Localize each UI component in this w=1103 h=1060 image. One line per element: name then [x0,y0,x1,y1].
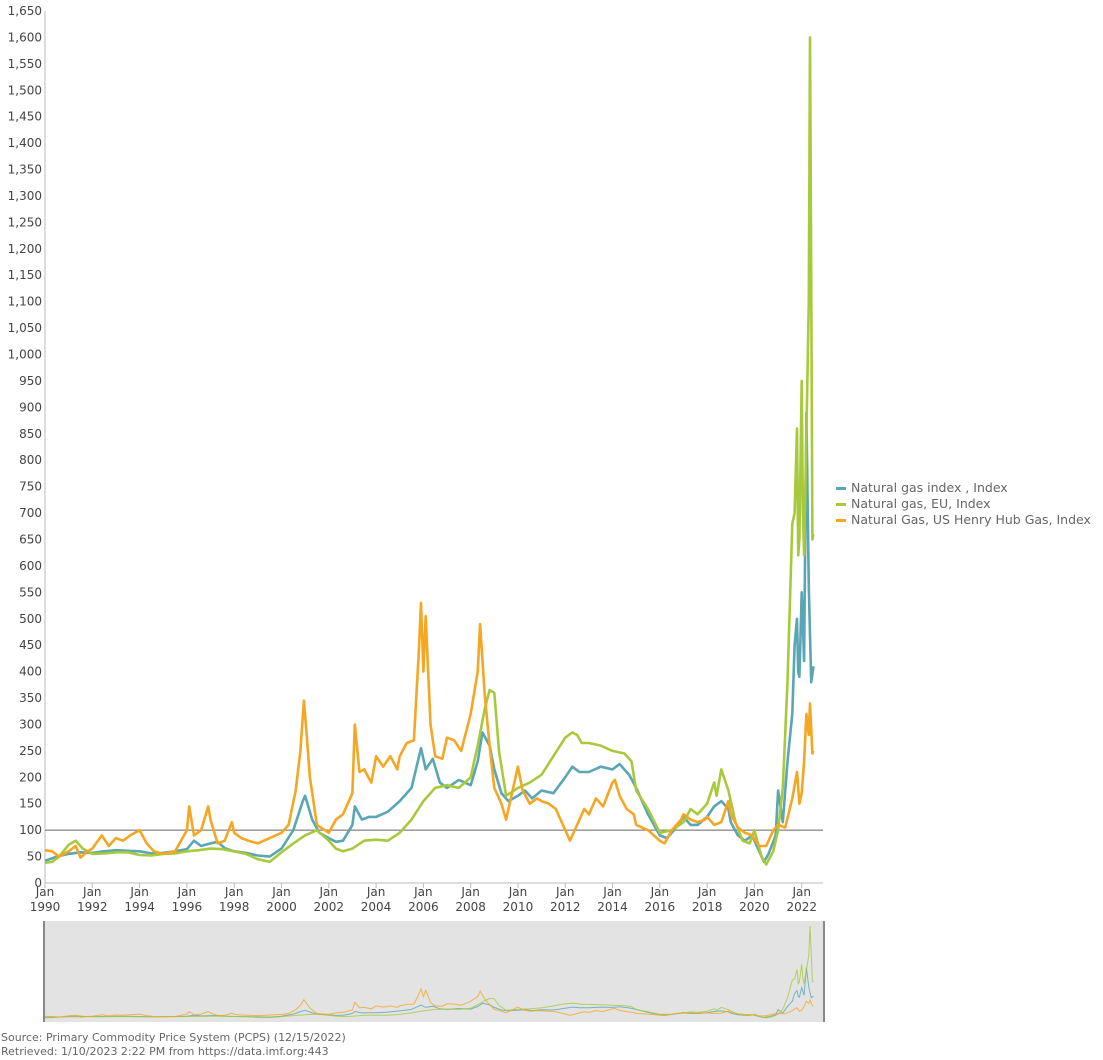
y-tick-label: 50 [27,850,42,864]
y-tick-label: 1,050 [8,321,42,335]
x-tick-label-month: Jan [82,885,102,899]
legend-label-natural-gas-us-henry-hub: Natural Gas, US Henry Hub Gas, Index [851,512,1091,527]
x-tick-label-month: Jan [460,885,480,899]
range-handle-right[interactable] [823,921,825,1022]
series-line-1[interactable] [44,36,815,866]
x-tick-label-year: 1996 [172,900,203,914]
y-tick-label: 650 [19,532,42,546]
y-tick-label: 150 [19,797,42,811]
y-tick-label: 1,200 [8,242,42,256]
y-tick-label: 1,400 [8,136,42,150]
range-handle-left[interactable] [43,921,45,1022]
y-tick-label: 100 [19,823,42,837]
x-tick-label-year: 2016 [645,900,676,914]
legend-swatch-natural-gas-eu [836,503,846,506]
x-tick-label-year: 2010 [503,900,534,914]
x-tick-label-year: 2012 [550,900,581,914]
x-tick-label-year: 1998 [219,900,250,914]
y-tick-label: 1,600 [8,30,42,44]
y-tick-label: 1,450 [8,110,42,124]
y-tick-label: 1,350 [8,163,42,177]
legend-item-natural-gas-eu[interactable]: Natural gas, EU, Index [836,497,1096,511]
y-tick-label: 900 [19,400,42,414]
y-tick-label: 400 [19,665,42,679]
x-tick-label-month: Jan [129,885,149,899]
source-line: Source: Primary Commodity Price System (… [1,1031,346,1044]
legend-swatch-natural-gas-us-henry-hub [836,519,846,522]
y-tick-label: 1,250 [8,215,42,229]
legend-label-natural-gas-index: Natural gas index , Index [851,480,1008,495]
x-tick-label-month: Jan [177,885,197,899]
natural-gas-price-chart: 0 50 100 150 200 250 300 350 400 450 500 550 600 650 7… [8,4,825,1022]
y-tick-label: 850 [19,427,42,441]
y-tick-label: 1,000 [8,348,42,362]
legend-label-natural-gas-eu: Natural gas, EU, Index [851,496,991,511]
y-tick-label: 700 [19,506,42,520]
y-tick-label: 550 [19,585,42,599]
legend-item-natural-gas-us-henry-hub[interactable]: Natural Gas, US Henry Hub Gas, Index [836,513,1096,527]
retrieved-line: Retrieved: 1/10/2023 2:22 PM from https:… [1,1045,329,1058]
x-tick-label-year: 2022 [786,900,817,914]
legend-item-natural-gas-index[interactable]: Natural gas index , Index [836,481,1096,495]
x-tick-label-month: Jan [271,885,291,899]
y-tick-label: 950 [19,374,42,388]
x-tick-label-month: Jan [319,885,339,899]
y-tick-label: 1,100 [8,295,42,309]
x-tick-label-year: 1992 [77,900,108,914]
x-tick-label-year: 2006 [408,900,439,914]
x-tick-label-month: Jan [35,885,55,899]
x-tick-label-month: Jan [413,885,433,899]
x-tick-label-year: 2008 [455,900,486,914]
series-line-2[interactable] [44,601,815,859]
x-tick-label-month: Jan [508,885,528,899]
x-tick-label-month: Jan [650,885,670,899]
series-line-0[interactable] [44,411,815,864]
y-tick-label: 0 [34,876,42,890]
x-tick-label-year: 2014 [597,900,628,914]
y-tick-label: 450 [19,638,42,652]
x-tick-label-month: Jan [555,885,575,899]
y-tick-label: 600 [19,559,42,573]
x-tick-label-year: 2000 [266,900,297,914]
x-tick-label-month: Jan [697,885,717,899]
x-tick-label-month: Jan [602,885,622,899]
x-tick-label-month: Jan [791,885,811,899]
y-tick-label: 300 [19,717,42,731]
x-tick-label-month: Jan [744,885,764,899]
y-tick-label: 1,300 [8,189,42,203]
x-tick-label-year: 2002 [313,900,344,914]
x-tick-label-year: 2020 [739,900,770,914]
y-tick-label: 250 [19,744,42,758]
y-tick-label: 1,550 [8,57,42,71]
chart-legend: Natural gas index , Index Natural gas, E… [836,481,1096,529]
x-tick-label-year: 2018 [692,900,723,914]
y-tick-label: 1,500 [8,83,42,97]
source-note: Source: Primary Commodity Price System (… [1,1031,346,1059]
y-tick-label: 1,150 [8,268,42,282]
navigator-series-line-2 [44,987,814,1018]
y-tick-label: 500 [19,612,42,626]
navigator-series-line-1 [44,925,814,1019]
y-tick-label: 350 [19,691,42,705]
y-tick-label: 800 [19,453,42,467]
legend-swatch-natural-gas-index [836,487,846,490]
y-tick-label: 1,650 [8,4,42,18]
y-tick-label: 200 [19,770,42,784]
x-tick-label-year: 2004 [361,900,392,914]
x-tick-label-month: Jan [366,885,386,899]
x-tick-label-month: Jan [224,885,244,899]
x-tick-label-year: 1994 [124,900,155,914]
x-tick-label-year: 1990 [30,900,61,914]
y-tick-label: 750 [19,480,42,494]
